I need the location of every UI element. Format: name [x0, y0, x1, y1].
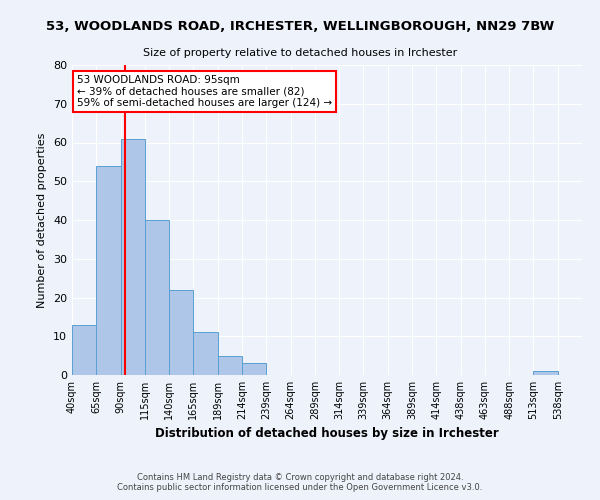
Text: Contains HM Land Registry data © Crown copyright and database right 2024.
Contai: Contains HM Land Registry data © Crown c…	[118, 473, 482, 492]
Bar	[145, 220, 169, 375]
Bar	[242, 364, 266, 375]
Bar	[169, 290, 193, 375]
Text: Size of property relative to detached houses in Irchester: Size of property relative to detached ho…	[143, 48, 457, 58]
Bar	[193, 332, 218, 375]
Bar	[72, 324, 96, 375]
Text: 53, WOODLANDS ROAD, IRCHESTER, WELLINGBOROUGH, NN29 7BW: 53, WOODLANDS ROAD, IRCHESTER, WELLINGBO…	[46, 20, 554, 33]
Text: 53 WOODLANDS ROAD: 95sqm
← 39% of detached houses are smaller (82)
59% of semi-d: 53 WOODLANDS ROAD: 95sqm ← 39% of detach…	[77, 74, 332, 108]
Y-axis label: Number of detached properties: Number of detached properties	[37, 132, 47, 308]
Bar	[121, 138, 145, 375]
Bar	[96, 166, 121, 375]
Bar	[218, 356, 242, 375]
X-axis label: Distribution of detached houses by size in Irchester: Distribution of detached houses by size …	[155, 428, 499, 440]
Bar	[533, 371, 558, 375]
